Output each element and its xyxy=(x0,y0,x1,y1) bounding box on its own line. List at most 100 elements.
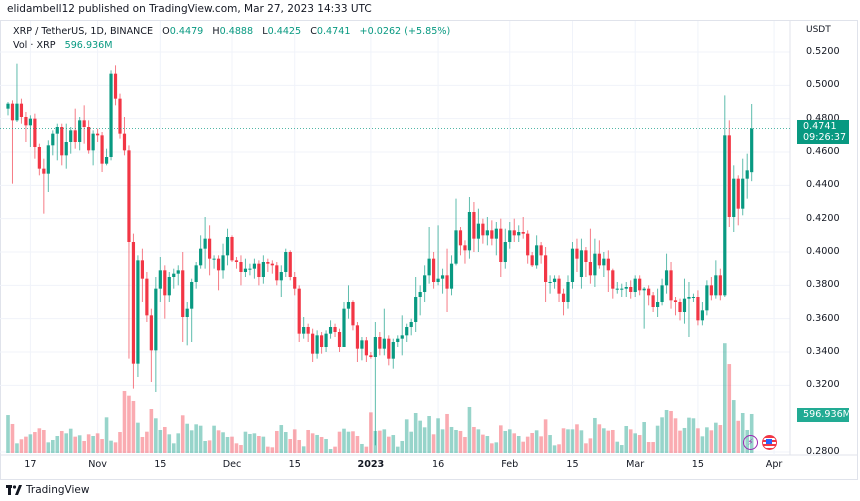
time-tick-label: 15 xyxy=(154,459,167,470)
candle-body xyxy=(561,293,566,302)
candle-body xyxy=(606,258,610,271)
candle xyxy=(678,298,682,321)
candle-body xyxy=(261,262,265,277)
candle xyxy=(687,282,691,337)
lightning-event-icon[interactable]: ⚡ xyxy=(743,435,758,450)
candle-body xyxy=(28,118,32,126)
volume-bar xyxy=(149,409,154,453)
volume-bar xyxy=(360,443,364,453)
volume-bar xyxy=(176,433,181,453)
candle xyxy=(55,123,59,161)
candle xyxy=(33,113,37,159)
candle xyxy=(718,268,722,301)
candle xyxy=(167,272,171,302)
candle-body xyxy=(55,127,59,134)
candle xyxy=(279,265,283,297)
candle-body xyxy=(230,237,234,261)
volume-bar xyxy=(342,428,346,453)
volume-bar xyxy=(476,429,481,453)
volume-bar xyxy=(140,436,145,453)
candle xyxy=(60,123,64,166)
candle xyxy=(696,290,700,326)
volume-bar xyxy=(369,412,373,453)
candle xyxy=(750,104,754,182)
candle xyxy=(736,175,740,226)
candle-body xyxy=(24,117,28,126)
volume-bar xyxy=(696,428,700,453)
candle xyxy=(629,280,633,299)
candle xyxy=(288,250,292,281)
volume-bar xyxy=(530,433,534,453)
volume-bar xyxy=(154,418,158,453)
candle xyxy=(535,235,539,269)
volume-bar xyxy=(660,417,664,453)
candle-body xyxy=(660,285,664,302)
candle xyxy=(199,235,203,269)
candle-body xyxy=(593,253,597,276)
volume-bar xyxy=(252,433,257,453)
candle-body xyxy=(324,333,328,347)
candle-body xyxy=(315,335,319,354)
high-label: H xyxy=(212,26,220,37)
candle-body xyxy=(190,282,194,309)
volume-bar xyxy=(485,436,490,453)
volume-bar xyxy=(328,449,333,453)
volume-bar xyxy=(664,409,669,453)
candle xyxy=(602,252,606,277)
candle xyxy=(82,105,86,144)
volume-bar xyxy=(207,440,212,453)
candle xyxy=(113,65,118,106)
brand-name: TradingView xyxy=(26,484,90,496)
candle xyxy=(91,130,95,166)
candle xyxy=(311,328,315,362)
candle xyxy=(320,332,324,354)
volume-bar xyxy=(445,413,449,453)
volume-bar xyxy=(59,430,64,453)
volume-bar xyxy=(167,434,172,453)
price-tick-label: 0.5200 xyxy=(806,46,840,57)
volume-bar xyxy=(678,430,682,453)
volume-bar xyxy=(481,434,485,453)
candle xyxy=(400,315,404,356)
low-label: L xyxy=(262,26,268,37)
candle xyxy=(593,238,597,287)
candle xyxy=(230,235,234,262)
candle-body xyxy=(736,178,740,209)
high-value: 0.4888 xyxy=(219,26,254,37)
price-tick-label: 0.3400 xyxy=(806,346,840,357)
candle-body xyxy=(91,133,95,151)
candle xyxy=(472,202,476,252)
symbol-title[interactable]: XRP / TetherUS, 1D, BINANCE xyxy=(13,26,154,37)
volume-bar xyxy=(37,428,42,453)
candle-body xyxy=(696,297,700,321)
candle-body xyxy=(638,278,642,291)
us-flag-icon[interactable] xyxy=(762,435,777,450)
candle-body xyxy=(73,130,77,142)
candle xyxy=(745,153,749,199)
candle-body xyxy=(418,292,422,297)
volume-bar xyxy=(714,422,718,453)
candle xyxy=(633,275,637,297)
volume-label[interactable]: Vol · XRP xyxy=(13,40,56,51)
candle-body xyxy=(122,133,127,151)
volume-bar xyxy=(723,343,727,453)
volume-bar xyxy=(472,426,476,453)
candle-body xyxy=(185,308,189,317)
time-tick-label: 16 xyxy=(431,459,445,470)
volume-bar xyxy=(198,425,203,453)
candle xyxy=(490,220,494,246)
candle-body xyxy=(248,268,252,270)
volume-bar xyxy=(655,425,660,453)
candle-body xyxy=(718,275,722,296)
price-tick-label: 0.4400 xyxy=(806,179,840,191)
candle xyxy=(588,228,592,284)
volume-bar xyxy=(575,424,579,453)
candle-body xyxy=(432,258,436,282)
volume-bars xyxy=(6,343,754,453)
candle-body xyxy=(199,248,203,266)
volume-bar xyxy=(104,417,109,453)
volume-bar xyxy=(449,426,454,453)
footer: TradingView xyxy=(6,484,89,496)
candle-body xyxy=(167,277,171,296)
